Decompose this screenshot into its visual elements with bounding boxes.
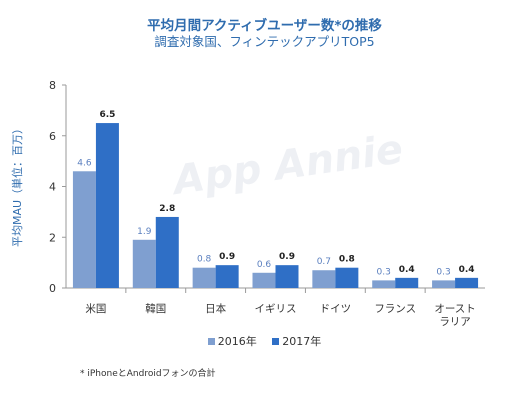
chart-title: 平均月間アクティブユーザー数*の推移 bbox=[147, 18, 382, 34]
x-category-label: 韓国 bbox=[145, 303, 166, 315]
data-label-2016: 0.3 bbox=[377, 267, 391, 277]
data-label-2016: 0.6 bbox=[257, 260, 272, 270]
bar-2016 bbox=[192, 267, 216, 288]
bar-2016 bbox=[252, 272, 276, 288]
legend-item-2016: 2016年 bbox=[207, 333, 257, 349]
bar-2016 bbox=[432, 280, 456, 288]
data-label-2017: 6.5 bbox=[99, 110, 115, 120]
y-tick-label: 6 bbox=[49, 130, 56, 143]
footnote: * iPhoneとAndroidフォンの合計 bbox=[80, 369, 216, 379]
y-tick-label: 4 bbox=[49, 181, 56, 194]
bar-2017 bbox=[455, 277, 479, 288]
legend-swatch-2017 bbox=[272, 337, 280, 345]
data-label-2016: 0.7 bbox=[317, 257, 331, 267]
bar-2016 bbox=[72, 171, 96, 288]
x-category-label: フランス bbox=[374, 303, 416, 315]
data-label-2017: 2.8 bbox=[159, 204, 175, 214]
watermark: App Annie bbox=[168, 126, 406, 204]
data-label-2017: 0.9 bbox=[219, 252, 235, 262]
legend-label-2016: 2016年 bbox=[217, 335, 257, 348]
y-tick-label: 0 bbox=[49, 282, 56, 295]
chart-subtitle: 調査対象国、フィンテックアプリTOP5 bbox=[154, 34, 375, 49]
bar-2017 bbox=[95, 123, 119, 288]
bar-2017 bbox=[395, 277, 419, 288]
y-tick-label: 8 bbox=[49, 79, 56, 92]
bar-2016 bbox=[132, 239, 156, 288]
bar-2016 bbox=[372, 280, 396, 288]
legend-item-2017: 2017年 bbox=[272, 333, 321, 349]
bar-2017 bbox=[155, 216, 179, 288]
x-category-label: ラリア bbox=[439, 316, 471, 328]
legend-label-2017: 2017年 bbox=[282, 335, 322, 348]
x-category-label: イギリス bbox=[255, 303, 297, 315]
data-label-2016: 4.6 bbox=[77, 158, 92, 168]
data-label-2017: 0.4 bbox=[399, 265, 415, 275]
data-label-2016: 0.8 bbox=[197, 255, 212, 265]
legend: 2016年 2017年 bbox=[0, 333, 529, 349]
data-label-2017: 0.9 bbox=[279, 252, 295, 262]
x-category-label: ドイツ bbox=[320, 303, 352, 315]
data-label-2016: 0.3 bbox=[436, 267, 450, 277]
x-category-label: 日本 bbox=[205, 302, 226, 315]
bar-2017 bbox=[215, 265, 239, 288]
data-label-2017: 0.4 bbox=[459, 265, 475, 275]
data-label-2017: 0.8 bbox=[339, 255, 355, 265]
y-tick-label: 2 bbox=[49, 231, 56, 244]
bar-2017 bbox=[335, 267, 359, 288]
data-label-2016: 1.9 bbox=[137, 227, 152, 237]
bar-2017 bbox=[275, 265, 299, 288]
x-category-label: オースト bbox=[434, 303, 475, 315]
x-category-label: 米国 bbox=[85, 302, 106, 315]
legend-swatch-2016 bbox=[207, 337, 215, 345]
bar-2016 bbox=[312, 270, 336, 288]
